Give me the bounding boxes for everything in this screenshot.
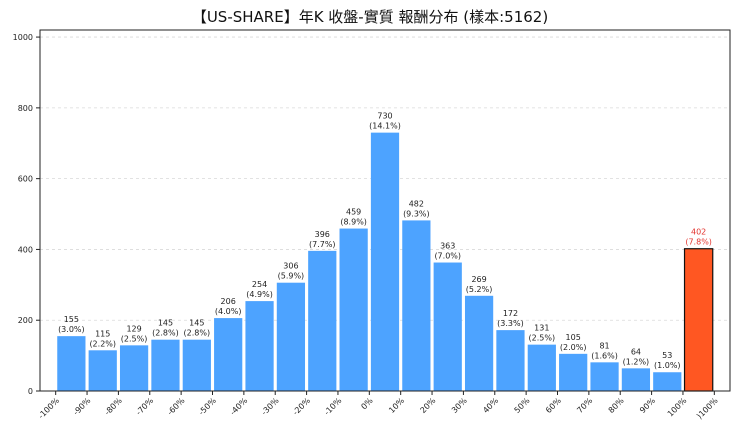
- bar: [245, 301, 274, 391]
- bar: [590, 362, 619, 391]
- bar-percent-label: (9.3%): [403, 209, 430, 218]
- x-tick-label: 70%: [575, 396, 594, 415]
- bar: [621, 368, 651, 391]
- x-tick-label: -70%: [134, 396, 155, 417]
- bar-percent-label: (8.9%): [340, 218, 367, 227]
- bar: [339, 228, 368, 391]
- bar: [370, 132, 400, 391]
- bar-percent-label: (2.0%): [560, 343, 587, 352]
- x-tick-label: -100%: [37, 396, 62, 421]
- x-tick-label: -60%: [166, 396, 187, 417]
- bar: [151, 339, 180, 391]
- y-axis: 0 200 400 600 800 1000: [13, 33, 40, 396]
- x-tick-label: 30%: [450, 396, 469, 415]
- bar-percent-label: (3.3%): [497, 319, 524, 328]
- bar-percent-label: (4.0%): [215, 307, 242, 316]
- bar-value-label: 172: [503, 309, 518, 318]
- bar-value-label: 145: [189, 319, 204, 328]
- bars: [57, 132, 714, 392]
- chart-title: 【US-SHARE】年K 收盤-實質 報酬分布 (樣本:5162): [192, 8, 548, 26]
- bar-percent-label: (2.2%): [89, 339, 116, 348]
- bar-value-label: 64: [631, 347, 641, 356]
- plot-frame: [39, 29, 731, 392]
- y-tick-label: 600: [18, 175, 33, 184]
- x-tick-label: -80%: [103, 396, 124, 417]
- x-tick-label: -30%: [260, 396, 281, 417]
- bar-value-label: 105: [566, 333, 581, 342]
- bar: [402, 220, 431, 391]
- bar-value-label: 363: [440, 242, 455, 251]
- bar-percent-label: (7.0%): [434, 252, 461, 261]
- bar-percent-label: (1.0%): [654, 361, 681, 370]
- bar-value-label: 730: [377, 112, 392, 121]
- bar-percent-label: (2.5%): [529, 334, 556, 343]
- bar-value-label: 482: [409, 199, 424, 208]
- bar-value-label: 53: [662, 351, 672, 360]
- y-tick-label: 400: [18, 245, 33, 254]
- x-tick-label: 0%: [359, 396, 375, 412]
- bar-percent-label: (7.7%): [309, 240, 336, 249]
- bar-value-label: 81: [599, 341, 609, 350]
- bar-percent-label: (2.8%): [152, 329, 179, 338]
- x-tick-label: -20%: [291, 396, 312, 417]
- bar: [496, 330, 525, 391]
- bar-value-label: 145: [158, 319, 173, 328]
- bar-value-label: 459: [346, 208, 361, 217]
- x-tick-label: 90%: [638, 396, 657, 415]
- bar-percent-label: (1.6%): [591, 351, 618, 360]
- x-tick-label: 80%: [607, 396, 626, 415]
- bar-percent-label: (5.9%): [278, 272, 305, 281]
- bar: [653, 372, 682, 391]
- bar: [57, 336, 86, 391]
- bar-value-label: 396: [315, 230, 330, 239]
- y-tick-label: 800: [18, 104, 33, 113]
- bar: [276, 282, 306, 391]
- bar-value-label: 306: [283, 262, 298, 271]
- x-tick-label: -40%: [228, 396, 249, 417]
- bar-value-label: 254: [252, 280, 267, 289]
- x-tick-label: 20%: [419, 396, 438, 415]
- bar-percent-label: (3.0%): [58, 325, 85, 334]
- x-tick-label: 10%: [387, 396, 406, 415]
- x-tick-label: -90%: [71, 396, 92, 417]
- bar: [308, 250, 337, 391]
- bar-value-label: 115: [95, 329, 110, 338]
- bar-value-label: 402: [691, 228, 706, 237]
- bar-percent-label: (2.5%): [121, 334, 148, 343]
- x-tick-label: 50%: [513, 396, 532, 415]
- y-tick-label: 200: [18, 316, 33, 325]
- bar: [559, 353, 588, 391]
- bar: [88, 350, 117, 391]
- bar: [182, 339, 211, 391]
- bar-highlight: [683, 248, 714, 392]
- bar: [464, 295, 494, 391]
- bar: [433, 262, 462, 391]
- x-tick-label: -10%: [322, 396, 343, 417]
- bar-value-label: 269: [471, 275, 486, 284]
- bar-percent-label: (2.8%): [184, 329, 211, 338]
- x-tick-label: 40%: [481, 396, 500, 415]
- y-tick-label: 1000: [13, 33, 33, 42]
- bar-percent-label: (4.9%): [246, 290, 273, 299]
- bar-percent-label: (1.2%): [623, 357, 650, 366]
- x-tick-label: 60%: [544, 396, 563, 415]
- bar-percent-label: (5.2%): [466, 285, 493, 294]
- bar-labels: 155(3.0%) 115(2.2%)129(2.5%)145(2.8%)145(…: [58, 112, 712, 371]
- bar: [214, 318, 243, 391]
- bar: [119, 345, 149, 391]
- bar-percent-label: (7.8%): [685, 238, 712, 247]
- bar-value-label: 206: [221, 297, 236, 306]
- bar-value-label: 131: [534, 324, 549, 333]
- x-axis: -100% -90% -80% -70% -60% -50% -40% -30% -20% -10…: [37, 391, 720, 421]
- bar-value-label: 129: [126, 324, 141, 333]
- bar-value-label: 155: [64, 315, 79, 324]
- x-tick-label: )100%: [695, 396, 720, 421]
- bar-percent-label: (14.1%): [369, 122, 401, 131]
- x-tick-label: -50%: [197, 396, 218, 417]
- x-tick-label: 100%: [666, 396, 689, 419]
- bar: [527, 344, 556, 391]
- y-tick-label: 0: [28, 387, 33, 396]
